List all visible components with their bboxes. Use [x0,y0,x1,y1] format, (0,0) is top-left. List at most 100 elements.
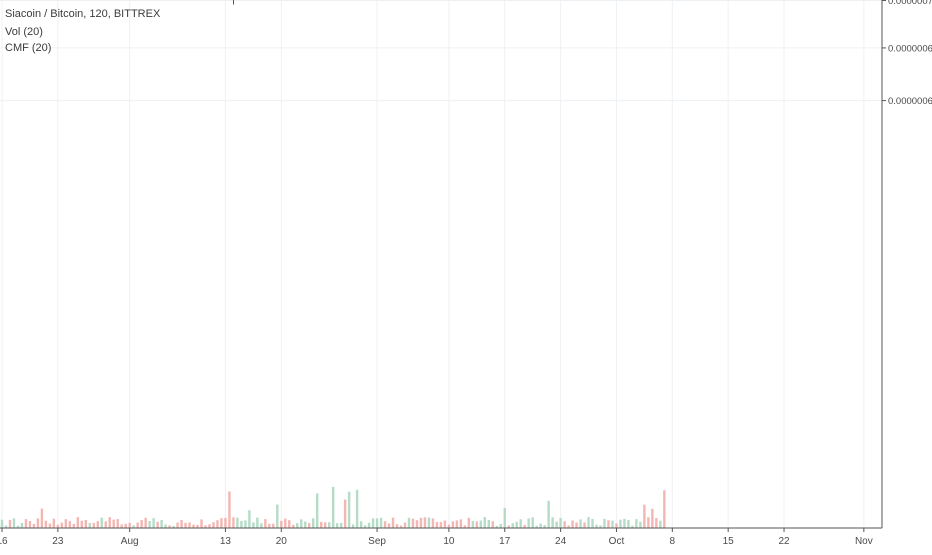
volume-bar [260,523,263,528]
volume-bar [543,525,546,528]
volume-bar [619,519,622,528]
volume-bar [180,520,183,528]
volume-bar [32,523,36,528]
volume-bar [312,518,315,528]
volume-bar [431,518,435,528]
volume-bar [152,518,155,528]
price-axis-label: 0.00000074 [888,0,932,7]
volume-bar [463,525,467,528]
time-axis-label: 8 [670,536,676,547]
volume-bar [16,525,20,528]
volume-bar [292,524,295,528]
time-axis-label: 13 [220,536,232,547]
volume-bar [491,521,494,528]
volume-bar [172,525,175,528]
volume-bar [136,522,139,528]
volume-bar [44,520,48,528]
volume-bar [395,524,399,528]
volume-bar [615,523,618,528]
volume-bar [551,517,554,528]
volume-bar [120,524,123,528]
volume-bar [184,522,187,528]
time-axis-label: 17 [499,536,511,547]
volume-bar [447,524,451,528]
volume-bar [96,521,99,528]
volume-bar [60,522,64,528]
cmf-indicator-label[interactable]: CMF (20) [5,42,52,54]
volume-bar [100,517,103,528]
volume-bar [12,518,16,528]
volume-bar [651,508,654,528]
time-axis-label: 10 [443,536,455,547]
volume-bar [643,504,646,528]
symbol-title[interactable]: Siacoin / Bitcoin, 120, BITTREX [5,8,161,20]
volume-bar [56,524,60,528]
volume-bar [443,520,447,528]
volume-bar [164,524,167,528]
volume-bar [160,520,163,528]
volume-bar [140,519,143,528]
volume-bar [639,521,642,528]
volume-bar [304,521,307,528]
volume-bar [4,525,8,528]
volume-bar [284,518,287,528]
volume-bar [248,510,251,528]
volume-bar [603,518,606,528]
volume-bar [104,521,107,528]
volume-bar [583,522,586,528]
volume-bar [487,519,490,528]
volume-indicator-label[interactable]: Vol (20) [5,26,43,38]
volume-bar [236,517,239,528]
volume-bar [280,520,283,528]
volume-bar [132,525,135,528]
volume-bar [547,500,550,528]
volume-bar [591,518,594,528]
volume-bar [579,519,582,528]
volume-bar [367,522,371,528]
volume-bar [571,520,574,528]
volume-bar [511,523,514,528]
volume-bar [587,517,590,528]
volume-bar [351,524,355,528]
time-axis-label: Aug [121,536,139,547]
volume-bar [124,523,127,528]
volume-bar [200,519,203,528]
volume-bar [24,519,28,528]
volume-bars [0,486,666,528]
volume-bar [623,518,626,528]
volume-bar [427,517,431,528]
volume-bar [327,522,331,528]
volume-bar [575,522,578,528]
volume-bar [156,521,159,528]
volume-bar [76,517,80,528]
volume-bar [599,525,602,528]
volume-bar [371,518,375,528]
volume-bar [399,525,403,528]
volume-bar [168,525,171,528]
volume-bar [196,524,199,528]
volume-bar [128,522,131,528]
volume-bar [559,518,562,528]
volume-bar [379,517,383,528]
volume-bar [112,519,115,528]
volume-bar [268,523,271,528]
time-axis-label: Nov [855,536,873,547]
volume-bar [471,521,475,528]
volume-bar [519,519,522,528]
volume-bar [276,504,279,528]
volume-bar [308,523,311,528]
volume-bar [479,520,482,528]
volume-bar [256,517,259,528]
volume-bar [387,523,391,528]
volume-bar [296,523,299,528]
volume-bar [363,525,367,528]
volume-bar [419,517,423,528]
volume-bar [355,489,359,528]
volume-bar [92,522,95,528]
volume-bar [80,520,83,528]
volume-bar [539,523,542,528]
time-axis-label: 23 [52,536,64,547]
volume-bar [272,523,275,528]
